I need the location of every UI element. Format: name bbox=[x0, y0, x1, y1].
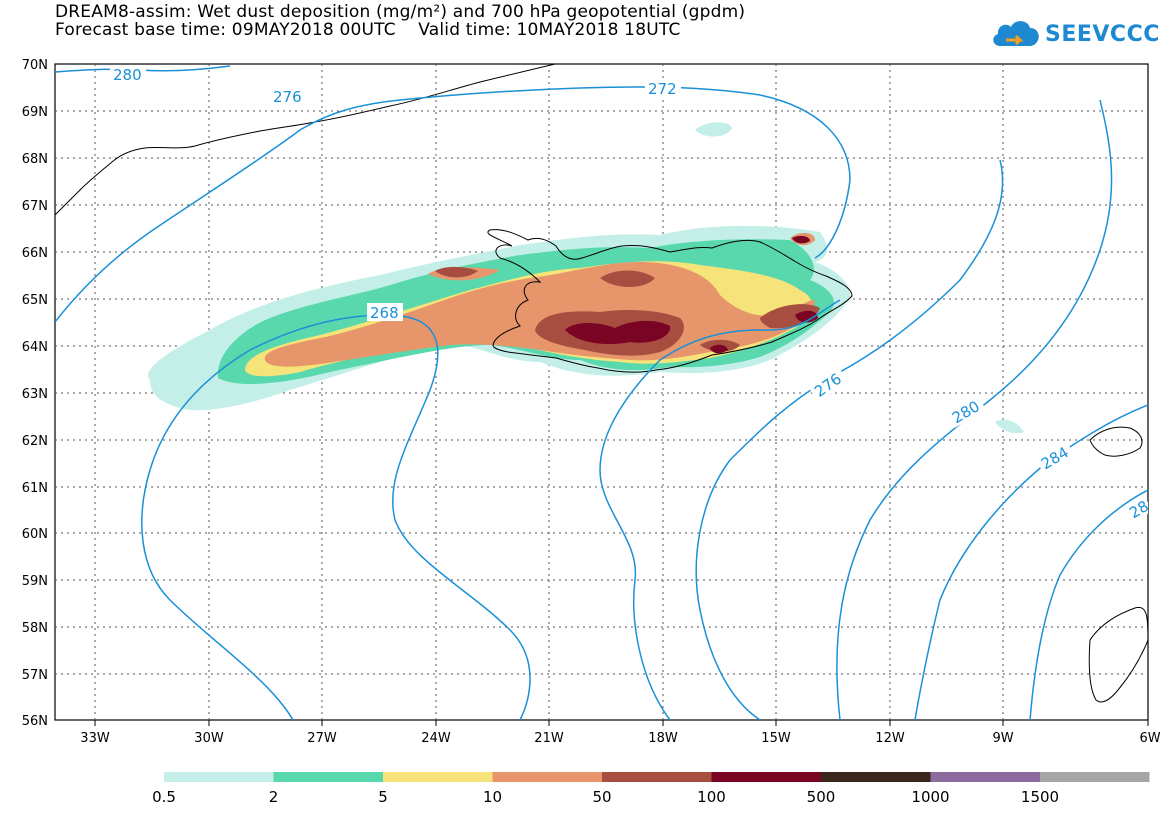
lon-labels: 33W 30W 27W 24W 21W 18W 15W 12W 9W 6W bbox=[80, 731, 1160, 746]
lat-label: 60N bbox=[22, 527, 48, 542]
logo-text: SEEVCCC bbox=[1045, 22, 1160, 47]
lat-label: 57N bbox=[22, 668, 48, 683]
contour-label: 28 bbox=[1126, 497, 1152, 522]
legend-label: 100 bbox=[697, 788, 726, 806]
lon-label: 27W bbox=[307, 731, 337, 746]
legend-label: 50 bbox=[592, 788, 611, 806]
lon-label: 15W bbox=[761, 731, 791, 746]
contour-labels: 280 276 272 268 276 280 284 28 bbox=[110, 65, 1152, 523]
legend-label: 5 bbox=[378, 788, 388, 806]
chart-title-line1: DREAM8-assim: Wet dust deposition (mg/m²… bbox=[55, 2, 746, 22]
lat-label: 58N bbox=[22, 621, 48, 636]
geopotential-contours bbox=[55, 65, 1148, 720]
lat-label: 56N bbox=[22, 714, 48, 729]
contour-label: 276 bbox=[273, 88, 302, 106]
coastlines bbox=[55, 64, 1148, 703]
lat-label: 66N bbox=[22, 246, 48, 261]
lon-label: 33W bbox=[80, 731, 110, 746]
lat-label: 69N bbox=[22, 105, 48, 120]
lon-label: 6W bbox=[1139, 731, 1160, 746]
lon-label: 18W bbox=[648, 731, 678, 746]
legend-swatch bbox=[821, 772, 931, 782]
lat-label: 62N bbox=[22, 434, 48, 449]
legend-swatch bbox=[602, 772, 712, 782]
seevccc-logo: SEEVCCC bbox=[990, 16, 1159, 56]
lat-labels: 70N 69N 68N 67N 66N 65N 64N 63N 62N 61N … bbox=[22, 58, 48, 729]
contour-label: 268 bbox=[370, 304, 399, 322]
lon-label: 9W bbox=[992, 731, 1013, 746]
legend-swatch bbox=[164, 772, 274, 782]
legend-label: 0.5 bbox=[152, 788, 176, 806]
legend-label: 1500 bbox=[1021, 788, 1059, 806]
lon-label: 24W bbox=[421, 731, 451, 746]
lat-label: 67N bbox=[22, 199, 48, 214]
lat-label: 68N bbox=[22, 152, 48, 167]
legend-label: 1000 bbox=[911, 788, 949, 806]
contour-label: 280 bbox=[113, 66, 142, 84]
legend-swatch bbox=[1040, 772, 1150, 782]
cloud-icon bbox=[993, 21, 1039, 46]
legend-swatch bbox=[711, 772, 821, 782]
legend-swatch bbox=[273, 772, 383, 782]
lat-label: 59N bbox=[22, 574, 48, 589]
legend-label: 10 bbox=[483, 788, 502, 806]
lon-label: 30W bbox=[194, 731, 224, 746]
lat-label: 70N bbox=[22, 58, 48, 73]
legend-label: 2 bbox=[269, 788, 279, 806]
lat-label: 63N bbox=[22, 387, 48, 402]
lon-label: 12W bbox=[875, 731, 905, 746]
legend-swatch bbox=[492, 772, 602, 782]
legend-label: 500 bbox=[807, 788, 836, 806]
lat-label: 64N bbox=[22, 340, 48, 355]
axis-ticks bbox=[94, 720, 1149, 726]
contour-label: 272 bbox=[648, 80, 677, 98]
lat-label: 65N bbox=[22, 293, 48, 308]
legend-swatch bbox=[383, 772, 493, 782]
lat-label: 61N bbox=[22, 481, 48, 496]
lon-label: 21W bbox=[534, 731, 564, 746]
chart-title-line2: Forecast base time: 09MAY2018 00UTC Vali… bbox=[55, 20, 681, 40]
color-legend: 0.5 2 5 10 50 100 500 1000 1500 bbox=[152, 772, 1150, 806]
legend-swatch bbox=[930, 772, 1040, 782]
